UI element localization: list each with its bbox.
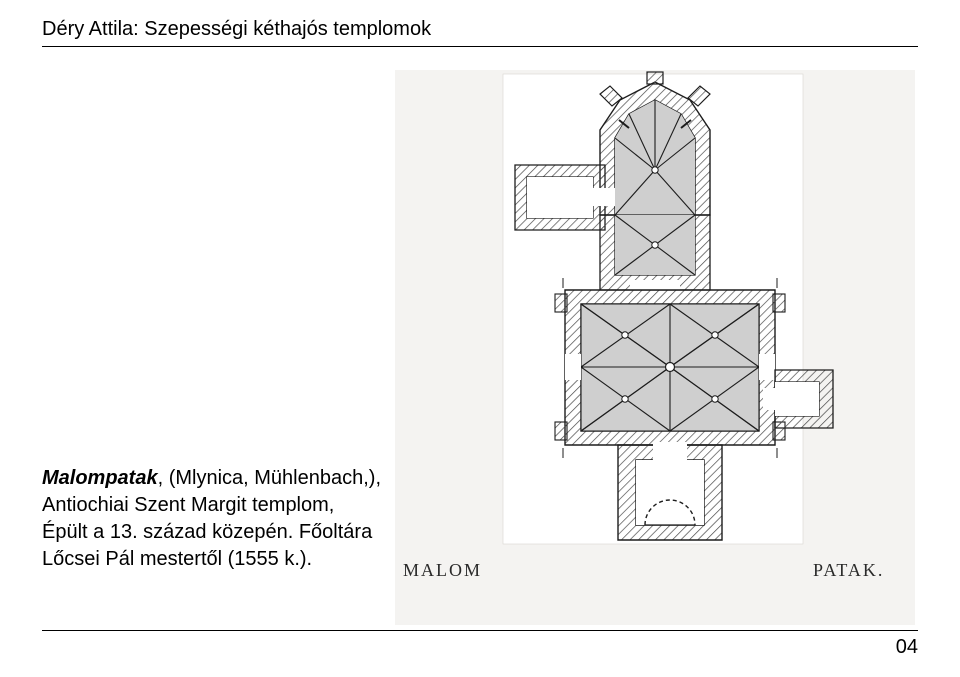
footer-rule xyxy=(42,630,918,631)
running-head: Déry Attila: Szepességi kéthajós templom… xyxy=(42,18,918,41)
page: Déry Attila: Szepességi kéthajós templom… xyxy=(0,0,960,677)
figure-caption-right: PATAK. xyxy=(813,560,884,581)
apse xyxy=(600,72,710,215)
body-paragraph: Malompatak, (Mlynica, Mühlenbach,), Anti… xyxy=(42,465,382,573)
chancel-bay xyxy=(600,215,710,290)
nave xyxy=(555,290,785,445)
header-rule xyxy=(42,46,918,47)
floor-plan-figure: MALOM PATAK. xyxy=(395,70,915,625)
figure-caption-left: MALOM xyxy=(403,560,482,581)
west-tower xyxy=(618,442,722,540)
page-number: 04 xyxy=(896,636,918,659)
place-name: Malompatak xyxy=(42,467,158,489)
